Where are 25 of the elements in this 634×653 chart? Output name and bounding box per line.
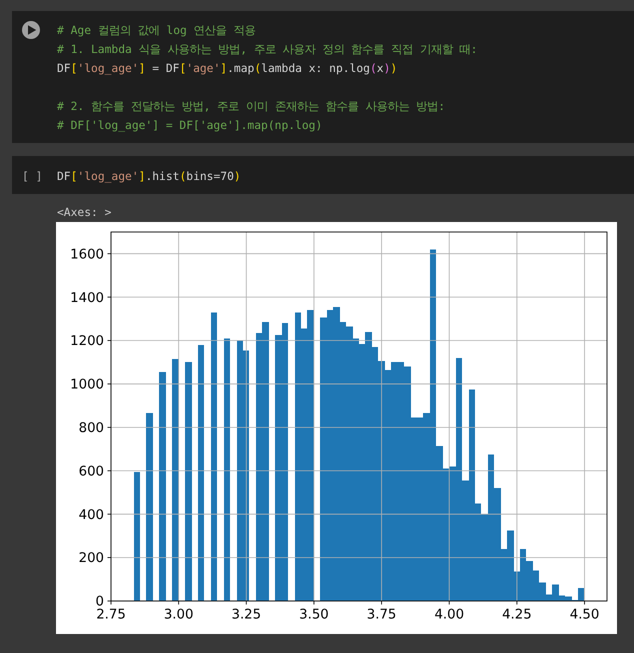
text: <Axes: >	[57, 206, 112, 219]
y-tick-label: 600	[78, 464, 104, 480]
x-tick-label: 4.25	[502, 608, 532, 623]
text: # 2. 함수를 전달하는 방법, 주로 이미 존재하는 함수를 사용하는 방법:	[57, 100, 446, 113]
y-tick-label: 0	[96, 594, 104, 610]
x-tick-label: 3.00	[164, 608, 194, 623]
text: # Age 컬럼의 값에 log 연산을 적용	[57, 24, 256, 37]
text: [ ]	[22, 170, 42, 183]
text: # DF['log_age'] = DF['age'].map(np.log)	[57, 118, 322, 132]
x-tick-label: 3.75	[366, 608, 396, 623]
y-tick-label: 1200	[70, 334, 104, 350]
y-tick-label: 400	[78, 508, 104, 523]
x-tick-label: 4.00	[434, 608, 464, 623]
x-tick-label: 4.50	[570, 608, 600, 623]
x-tick-label: 3.50	[299, 608, 329, 623]
x-tick-label: 2.75	[96, 608, 126, 623]
y-tick-label: 800	[78, 421, 104, 436]
y-tick-label: 200	[78, 551, 104, 566]
y-tick-label: 1400	[70, 290, 104, 306]
x-tick-label: 3.25	[231, 608, 262, 623]
text: # 1. Lambda 식을 사용하는 방법, 주로 사용자 정의 함수를 직접 기재할 때:	[57, 42, 478, 56]
text: DF['log_age'] = DF['age'].map(lambda x: np.log(x))	[57, 62, 398, 75]
text: DF['log_age'].hist(bins=70)	[57, 170, 241, 183]
y-tick-label: 1000	[70, 378, 104, 393]
y-tick-label: 1600	[70, 247, 104, 262]
